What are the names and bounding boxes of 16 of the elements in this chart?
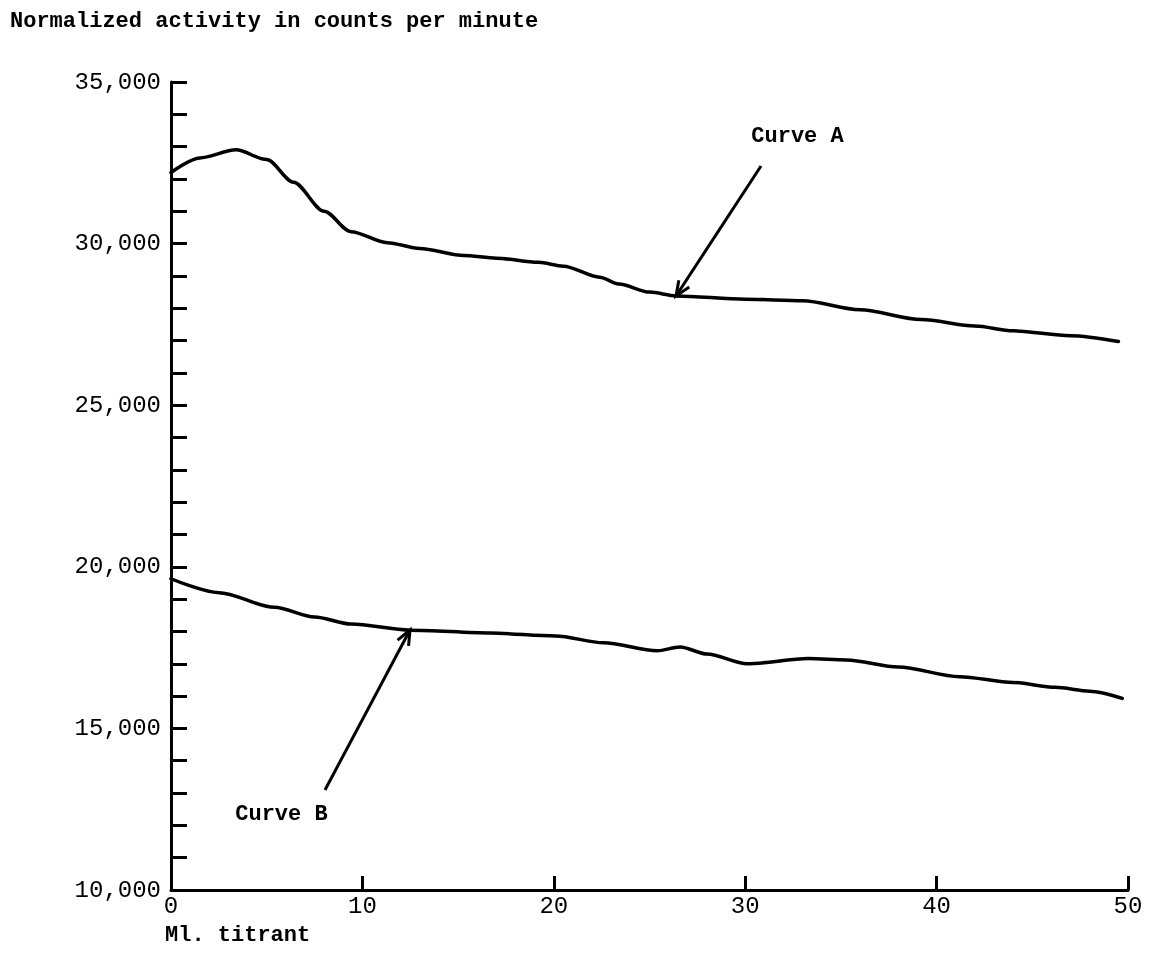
annotation: Curve B bbox=[235, 802, 328, 828]
y-axis-title: Normalized activity in counts per minute bbox=[10, 8, 539, 34]
x-tick-label: 50 bbox=[1113, 892, 1143, 920]
y-tick-label: 35,000 bbox=[74, 68, 161, 96]
x-tick-label: 20 bbox=[539, 892, 569, 920]
y-tick-label: 15,000 bbox=[74, 714, 161, 742]
x-tick-label: 30 bbox=[730, 892, 760, 920]
y-tick-label: 25,000 bbox=[74, 391, 161, 419]
x-tick-label: 40 bbox=[922, 892, 952, 920]
x-axis-title: Ml. titrant bbox=[165, 922, 311, 948]
y-tick-label: 20,000 bbox=[74, 553, 161, 581]
y-tick-label: 10,000 bbox=[74, 876, 161, 904]
annotation: Curve A bbox=[751, 123, 844, 149]
x-tick-label: 10 bbox=[347, 892, 377, 920]
y-tick-label: 30,000 bbox=[74, 230, 161, 258]
x-tick-label: 0 bbox=[163, 892, 179, 920]
